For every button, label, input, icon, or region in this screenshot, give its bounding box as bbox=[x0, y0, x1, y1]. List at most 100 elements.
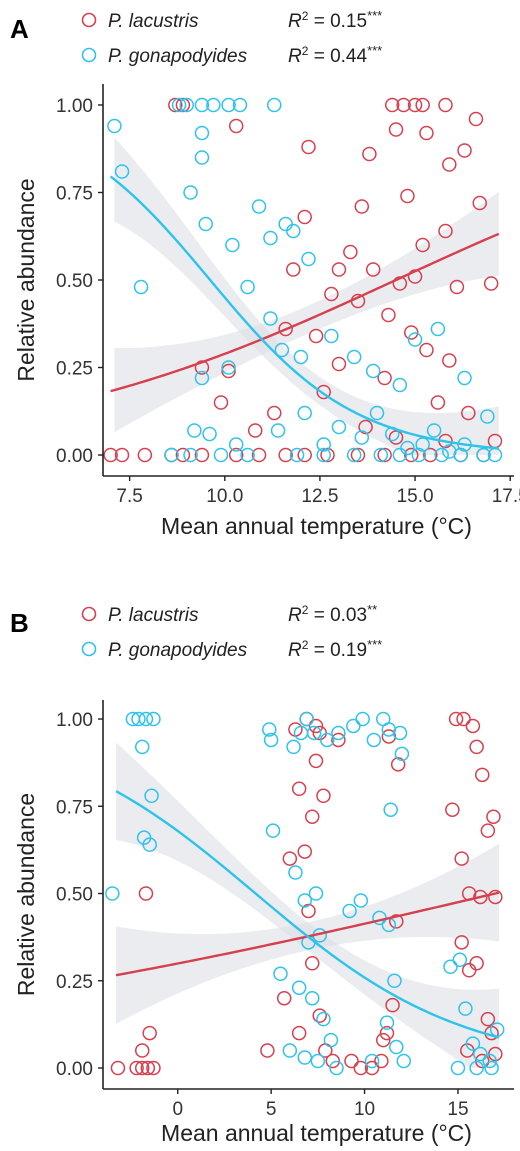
data-point bbox=[278, 321, 293, 337]
data-point bbox=[480, 409, 495, 424]
data-point bbox=[379, 1015, 395, 1030]
data-point bbox=[483, 276, 499, 291]
x-tick-label: 17.5 bbox=[492, 486, 520, 507]
data-point bbox=[179, 97, 194, 113]
data-point bbox=[301, 139, 316, 155]
data-point bbox=[482, 1053, 497, 1069]
data-point bbox=[453, 447, 468, 463]
data-point bbox=[276, 990, 292, 1006]
data-point bbox=[346, 447, 362, 463]
data-point bbox=[304, 990, 320, 1006]
data-point bbox=[267, 97, 282, 113]
data-point bbox=[291, 1025, 307, 1041]
data-point bbox=[473, 889, 488, 905]
data-point bbox=[484, 1060, 499, 1076]
data-point bbox=[194, 370, 210, 386]
data-point bbox=[114, 164, 130, 179]
data-point bbox=[430, 395, 446, 410]
data-point bbox=[301, 903, 316, 919]
legend-label: P. lacustris bbox=[108, 605, 199, 626]
data-point bbox=[286, 739, 301, 755]
data-point bbox=[426, 423, 442, 438]
data-point bbox=[456, 711, 471, 727]
panel-B: B P. lacustris R2 = 0.03** P. gonapodyides R… bbox=[10, 602, 514, 1146]
data-point bbox=[434, 447, 449, 463]
x-tick-label: 10 bbox=[354, 1099, 375, 1120]
data-point bbox=[323, 1032, 339, 1048]
data-point bbox=[198, 216, 213, 232]
data-point bbox=[267, 405, 282, 421]
data-point bbox=[138, 711, 154, 727]
confidence-band bbox=[114, 137, 499, 455]
data-point bbox=[289, 447, 305, 463]
data-point bbox=[324, 286, 339, 302]
data-point bbox=[389, 914, 404, 929]
data-point bbox=[473, 1046, 488, 1062]
data-point bbox=[304, 809, 320, 824]
data-point bbox=[392, 377, 408, 393]
data-point bbox=[263, 732, 279, 748]
data-point bbox=[353, 893, 369, 908]
data-point bbox=[454, 851, 469, 866]
data-point bbox=[213, 447, 229, 463]
y-axis-title: Relative abundance bbox=[13, 178, 39, 381]
data-point bbox=[331, 732, 346, 748]
data-point bbox=[263, 230, 278, 246]
data-point bbox=[134, 739, 150, 755]
data-point bbox=[206, 97, 221, 113]
data-point bbox=[202, 426, 217, 442]
r-squared-label: R2 = 0.19*** bbox=[288, 637, 382, 661]
data-point bbox=[430, 321, 446, 337]
data-point bbox=[404, 447, 419, 463]
data-point bbox=[373, 447, 389, 463]
data-point bbox=[131, 711, 146, 727]
data-point bbox=[465, 718, 481, 734]
data-point bbox=[458, 1001, 473, 1016]
data-point bbox=[297, 405, 312, 421]
data-point bbox=[331, 725, 346, 741]
data-point bbox=[388, 430, 404, 445]
data-point bbox=[392, 725, 408, 741]
r-squared-label: R2 = 0.44*** bbox=[288, 43, 382, 67]
confidence-band bbox=[114, 191, 499, 433]
data-point bbox=[263, 311, 278, 326]
data-point bbox=[469, 956, 484, 971]
data-point bbox=[221, 363, 236, 379]
panel-letter: A bbox=[10, 14, 29, 44]
data-point bbox=[354, 199, 370, 214]
data-point bbox=[480, 1011, 496, 1027]
legend-item: P. gonapodyides R2 = 0.44*** bbox=[81, 43, 382, 67]
data-point bbox=[396, 1053, 412, 1069]
data-point bbox=[452, 952, 468, 968]
data-point bbox=[301, 251, 316, 267]
data-point bbox=[297, 209, 312, 225]
data-point bbox=[138, 886, 154, 901]
r-squared-label: R2 = 0.03** bbox=[288, 602, 377, 626]
data-point bbox=[308, 328, 324, 344]
data-point bbox=[107, 118, 122, 134]
data-point bbox=[164, 447, 179, 463]
data-point bbox=[316, 437, 331, 452]
legend-marker bbox=[81, 12, 97, 28]
data-point bbox=[282, 851, 298, 866]
data-point bbox=[142, 837, 157, 852]
data-point bbox=[443, 959, 458, 975]
data-point bbox=[310, 1053, 326, 1069]
data-point bbox=[221, 97, 236, 113]
data-point bbox=[146, 1060, 161, 1076]
data-point bbox=[381, 307, 396, 323]
data-point bbox=[415, 237, 430, 253]
panel-letter: B bbox=[10, 608, 29, 638]
data-point bbox=[365, 262, 381, 277]
data-point bbox=[383, 802, 398, 817]
data-point bbox=[278, 216, 293, 232]
data-point bbox=[392, 447, 408, 463]
legend-marker bbox=[81, 606, 97, 622]
data-point bbox=[384, 97, 400, 113]
data-point bbox=[286, 223, 301, 239]
y-axis-title: Relative abundance bbox=[13, 793, 39, 996]
panel-A: A P. lacustris R2 = 0.15*** P. gonapodyides… bbox=[10, 8, 520, 539]
data-point bbox=[282, 1043, 298, 1058]
data-point bbox=[194, 125, 210, 141]
data-point bbox=[213, 395, 229, 410]
